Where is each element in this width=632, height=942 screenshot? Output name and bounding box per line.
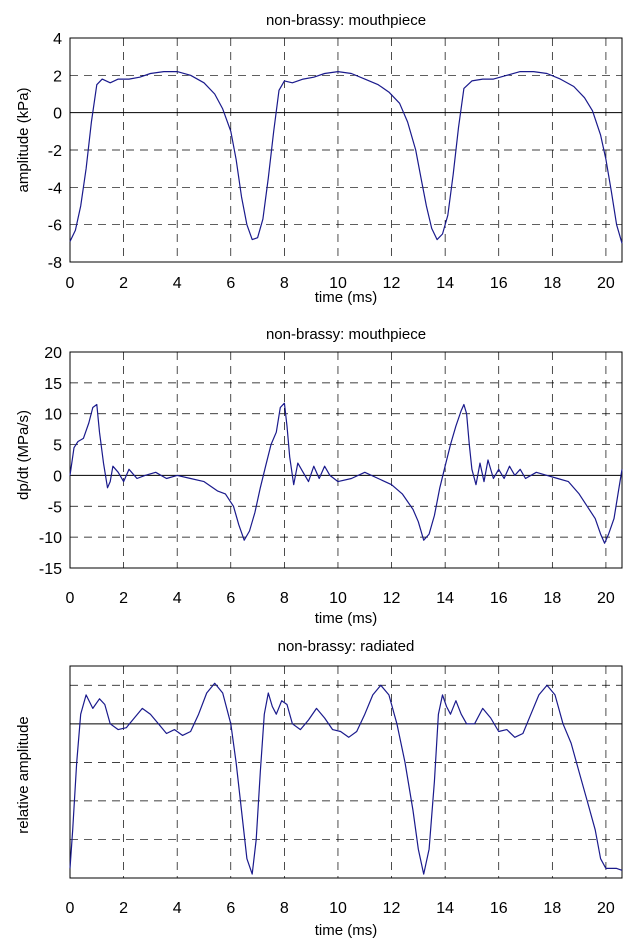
x-ticks-2: 0 2 4 6 8 10 12 14 16 18 20 [66,590,615,607]
series-line-2 [69,402,623,544]
x-tick-label: 14 [436,590,454,607]
y-tick-label: 10 [44,407,62,424]
y-tick-label: 20 [44,345,62,362]
x-tick-label: 12 [383,900,401,917]
x-tick-label: 18 [543,275,561,292]
x-ticks-1: 0 2 4 6 8 10 12 14 16 18 20 [66,275,615,292]
x-tick-label: 12 [383,590,401,607]
y-tick-label: 0 [53,468,62,485]
x-tick-label: 10 [329,900,347,917]
x-tick-label: 16 [490,900,508,917]
x-tick-label: 6 [226,590,235,607]
chart-title-1: non-brassy: mouthpiece [266,12,426,29]
y-axis-label-1: amplitude (kPa) [15,87,32,192]
gridlines-1 [70,38,622,262]
x-tick-label: 20 [597,590,615,607]
x-tick-label: 4 [173,590,182,607]
x-tick-label: 18 [543,590,561,607]
x-tick-label: 6 [226,275,235,292]
x-tick-label: 14 [436,900,454,917]
y-tick-label: -2 [48,143,62,160]
x-tick-label: 2 [119,900,128,917]
plot-frame-2 [69,351,623,569]
y-tick-label: 4 [53,31,62,48]
x-tick-label: 2 [119,275,128,292]
chart-title-3: non-brassy: radiated [278,638,415,655]
x-tick-label: 12 [383,275,401,292]
chart-panel-3: non-brassy: radiated relative amplitude … [15,638,623,939]
y-tick-label: 15 [44,376,62,393]
x-tick-label: 18 [543,900,561,917]
y-tick-label: -6 [48,218,62,235]
x-tick-label: 8 [280,590,289,607]
y-ticks-1: -8 -6 -4 -2 0 2 4 [48,31,62,272]
x-tick-label: 16 [490,275,508,292]
gridlines-2 [70,352,622,568]
x-tick-label: 8 [280,900,289,917]
x-tick-label: 0 [66,900,75,917]
x-tick-label: 0 [66,275,75,292]
y-axis-label-3: relative amplitude [15,716,32,834]
plot-frame-1 [69,37,623,263]
x-axis-label-3: time (ms) [315,922,378,939]
x-tick-label: 4 [173,275,182,292]
x-tick-label: 2 [119,590,128,607]
plot-frame-3 [69,665,623,879]
x-tick-label: 10 [329,590,347,607]
chart-panel-2: non-brassy: mouthpiece dp/dt (MPa/s) tim… [15,326,623,627]
x-tick-label: 20 [597,275,615,292]
x-tick-label: 0 [66,590,75,607]
x-ticks-3: 0 2 4 6 8 10 12 14 16 18 20 [66,900,615,917]
x-tick-label: 6 [226,900,235,917]
series-line-3 [69,682,623,875]
x-tick-label: 16 [490,590,508,607]
x-axis-label-2: time (ms) [315,610,378,627]
y-tick-label: -15 [39,561,62,578]
x-axis-label-1: time (ms) [315,289,378,306]
y-tick-label: 5 [53,438,62,455]
x-tick-label: 4 [173,900,182,917]
y-axis-label-2: dp/dt (MPa/s) [15,410,32,500]
chart-title-2: non-brassy: mouthpiece [266,326,426,343]
x-tick-label: 8 [280,275,289,292]
y-tick-label: -5 [48,499,62,516]
x-tick-label: 20 [597,900,615,917]
x-tick-label: 14 [436,275,454,292]
y-tick-label: -10 [39,530,62,547]
y-tick-label: -4 [48,180,62,197]
y-tick-label: 2 [53,68,62,85]
y-tick-label: 0 [53,106,62,123]
y-tick-label: -8 [48,255,62,272]
gridlines-3 [70,666,622,878]
x-tick-label: 10 [329,275,347,292]
chart-panel-1: non-brassy: mouthpiece amplitude (kPa) t… [15,12,623,306]
y-ticks-2: -15 -10 -5 0 5 10 15 20 [39,345,62,578]
series-line-1 [69,71,623,244]
